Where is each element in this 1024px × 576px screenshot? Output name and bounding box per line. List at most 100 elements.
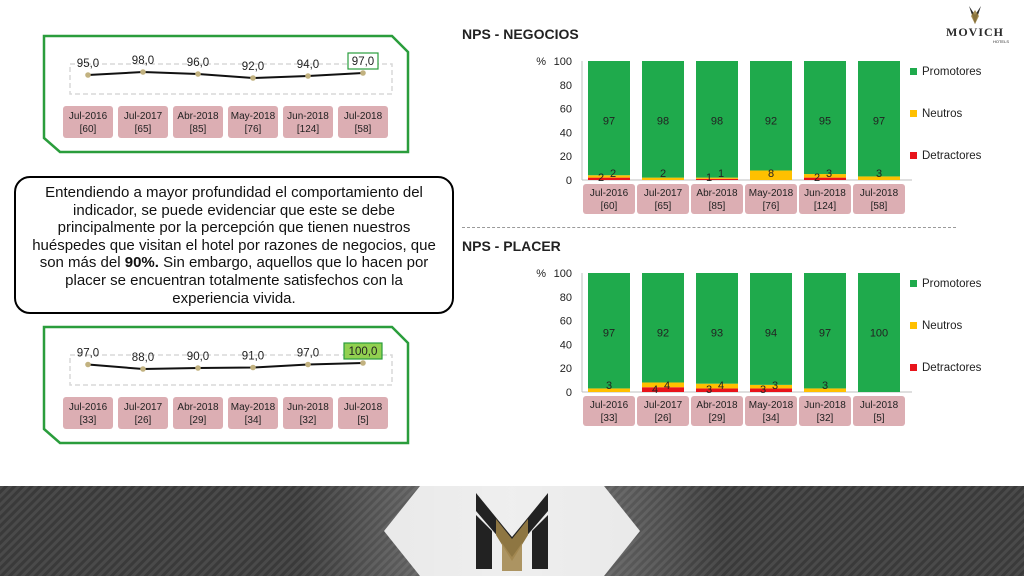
trend-point [195, 71, 201, 77]
chart-nps-negocios: NPS - NEGOCIOS% 0 20 40 60 80 100 97 2 2 Jul-2016[… [450, 22, 1024, 222]
trend-point [85, 361, 91, 368]
x-category-label: May-2018 [749, 188, 794, 199]
trend-band [69, 354, 393, 386]
y-tick-label: 40 [560, 127, 572, 139]
bar-segment-neutros [642, 382, 684, 388]
trend-value-label: 97,0 [77, 348, 99, 360]
bar-segment-promotores [858, 61, 900, 177]
bar-segment-promotores [642, 61, 684, 178]
chart-title: NPS - NEGOCIOS [462, 26, 579, 42]
legend-label-promotores: Promotores [922, 66, 982, 78]
x-category-label: Abr-2018 [696, 400, 738, 411]
bar-label-promotores: 97 [603, 116, 615, 128]
trend-point [360, 70, 366, 76]
trend-value-label: 100,0 [349, 346, 378, 358]
y-tick-label: 80 [560, 80, 572, 92]
x-count-label: [33] [601, 413, 618, 424]
legend-swatch-detractores [910, 364, 917, 371]
trend-category-pill [173, 106, 223, 138]
y-tick-label: 0 [566, 175, 572, 187]
legend-label-detractores: Detractores [922, 150, 982, 162]
bar-segment-neutros [750, 384, 792, 389]
bar-label-promotores: 98 [711, 116, 723, 128]
bar-label-neutros: 4 [718, 380, 724, 392]
legend-swatch-neutros [910, 322, 917, 329]
trend-count-label: [26] [135, 415, 152, 426]
bar-segment-promotores [750, 273, 792, 385]
legend-label-detractores: Detractores [922, 362, 982, 374]
bar-segment-detractores [642, 387, 684, 392]
x-count-label: [124] [814, 201, 836, 212]
bar-label-neutros: 8 [768, 168, 774, 180]
x-category-pill [799, 396, 851, 426]
x-category-pill [799, 184, 851, 214]
footer-logo-mark [476, 493, 548, 571]
trend-highlight-box [347, 52, 379, 70]
trend-value-label: 92,0 [242, 61, 264, 73]
trend-category-label: Jun-2018 [287, 402, 329, 413]
legend-label-promotores: Promotores [922, 278, 982, 290]
x-count-label: [58] [871, 201, 888, 212]
x-count-label: [34] [763, 413, 780, 424]
x-category-pill [853, 396, 905, 426]
x-category-pill [691, 184, 743, 214]
bar-label-neutros: 1 [718, 168, 724, 180]
bar-label-promotores: 93 [711, 328, 723, 340]
trend-count-label: [32] [300, 415, 317, 426]
trend-count-label: [5] [357, 415, 368, 426]
x-count-label: [60] [601, 201, 618, 212]
bar-segment-promotores [642, 273, 684, 383]
trend-count-label: [33] [80, 415, 97, 426]
bar-segment-detractores [804, 177, 846, 180]
bar-segment-neutros [858, 176, 900, 180]
bar-label-detractores: 2 [814, 172, 820, 184]
logo-subtext: HOTELS [993, 39, 1009, 44]
y-tick-label: 80 [560, 292, 572, 304]
legend-swatch-promotores [910, 280, 917, 287]
y-tick-label: 20 [560, 151, 572, 163]
bar-label-promotores: 97 [603, 328, 615, 340]
y-tick-label: 100 [554, 268, 572, 280]
bar-segment-detractores [696, 178, 738, 180]
trend-point [250, 364, 256, 371]
trend-category-pill [118, 106, 168, 138]
trend-count-label: [76] [245, 124, 262, 135]
trend-line [87, 70, 364, 80]
legend-swatch-promotores [910, 68, 917, 75]
x-category-label: Jul-2018 [860, 400, 899, 411]
bar-label-promotores: 98 [657, 116, 669, 128]
trend-category-label: May-2018 [231, 402, 276, 413]
x-category-pill [691, 396, 743, 426]
x-category-label: Abr-2018 [696, 188, 738, 199]
trend-point [195, 365, 201, 371]
x-category-label: Jul-2017 [644, 188, 683, 199]
trend-value-label: 98,0 [132, 55, 154, 67]
trend-count-label: [124] [297, 124, 319, 135]
y-axis-label: % [536, 56, 546, 68]
bar-segment-neutros [588, 175, 630, 178]
bar-label-promotores: 94 [765, 328, 777, 340]
trend-value-label: 97,0 [352, 56, 374, 68]
trend-category-pill [63, 397, 113, 429]
x-category-pill [853, 184, 905, 214]
trend-category-label: Jun-2018 [287, 111, 329, 122]
bar-label-promotores: 92 [765, 116, 777, 128]
callout-text-end: Sin embargo, aquellos que lo hacen por p… [65, 254, 429, 307]
trend-value-label: 94,0 [297, 59, 319, 71]
logo-text: MOVICH [946, 25, 1004, 39]
bar-label-neutros: 3 [606, 380, 612, 392]
y-tick-label: 20 [560, 363, 572, 375]
bar-segment-promotores [804, 273, 846, 389]
trend-point [360, 360, 366, 366]
x-category-label: Jul-2016 [590, 188, 629, 199]
x-category-label: Jul-2017 [644, 400, 683, 411]
trend-point [85, 72, 91, 78]
bar-label-neutros: 3 [876, 168, 882, 180]
trend-band [69, 63, 393, 95]
trend-line [87, 362, 364, 371]
logo-mark-gold [971, 10, 979, 24]
trend-point [140, 69, 146, 75]
trend-category-label: Abr-2018 [177, 402, 219, 413]
bar-label-detractores: 3 [706, 384, 712, 396]
bar-segment-neutros [588, 388, 630, 392]
